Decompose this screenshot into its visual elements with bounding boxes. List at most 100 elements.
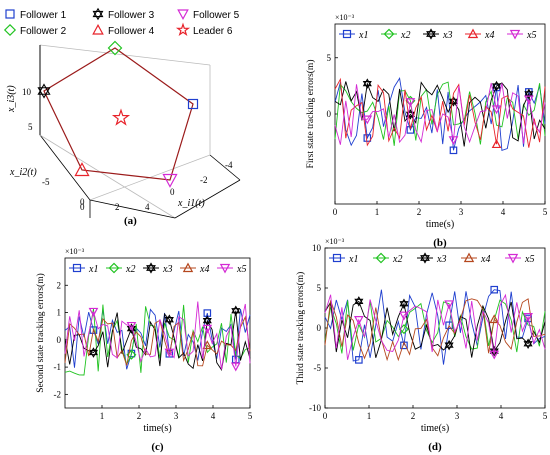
series-marker-x5: [164, 348, 175, 358]
legend-label: x1: [348, 254, 358, 265]
legend-label: x3: [436, 254, 446, 265]
x-tick-label: 3: [174, 411, 179, 421]
panel-a: Follower 1 Follower 3 Follower 5 Follower 2…: [3, 7, 241, 227]
axis-exponent: ×10⁻³: [325, 237, 345, 246]
series-marker-x4: [202, 340, 213, 350]
tick-a-b0: 0: [80, 202, 85, 212]
series-marker-x5: [230, 362, 241, 372]
tick-a-i1-neg4: -4: [225, 160, 233, 170]
legend-label: x4: [199, 264, 209, 275]
series-marker-x3: [523, 338, 533, 349]
panel-c: 1 2 3 4 5 2 1 0 -1 -2 ×10⁻³ time(s) Second state tra…: [35, 247, 253, 453]
legend-square-icon: [342, 29, 352, 39]
x-axis-label: time(s): [421, 423, 449, 434]
legend-a-entry: Leader 6: [175, 22, 233, 37]
series-marker-x4: [491, 139, 502, 149]
series-marker-x3: [399, 298, 409, 310]
panel-a-axes: [39, 44, 241, 219]
legend-tri-up-icon: [467, 28, 479, 39]
panel-b: 0 1 2 3 4 5 0 5 ×10⁻³ time(s) First state tracking…: [305, 13, 548, 249]
series-marker-x1: [89, 326, 98, 334]
follower3-marker: [37, 83, 51, 99]
legend-tri-up-icon: [182, 262, 194, 273]
legend-label: x1: [358, 30, 368, 41]
panel-tag: (c): [151, 441, 164, 453]
series-marker-x5: [444, 300, 454, 310]
ytick-a-10: 10: [22, 87, 32, 97]
series-marker-x5: [405, 98, 416, 108]
series-line-x4: [324, 298, 546, 362]
legend-a-label: Follower 2: [20, 26, 67, 37]
legend-tri-down-icon: [507, 253, 519, 264]
legend-a-diamond-icon: [3, 23, 17, 37]
legend-label: x2: [400, 30, 410, 41]
x-axis-label: time(s): [143, 423, 171, 434]
series-line-x3: [64, 310, 251, 371]
legend-a-entry: Follower 3: [92, 7, 155, 21]
legend-a-label: Leader 6: [193, 26, 233, 37]
series-marker-x5: [448, 136, 459, 146]
series-line-x5: [64, 301, 251, 370]
legend-a-square-icon: [5, 9, 15, 19]
y-tick-label: 1: [57, 308, 62, 318]
follower5-marker: [162, 173, 178, 188]
legend-label: x3: [442, 30, 452, 41]
legend-square-icon: [72, 263, 82, 273]
legend-diamond-icon: [375, 252, 387, 264]
legend: x1 x2 x3 x4 x5: [339, 28, 536, 41]
x-tick-label: 4: [211, 411, 216, 421]
series-marker-x5: [491, 105, 502, 115]
legend-a-tri-up-icon: [92, 23, 104, 35]
x-tick-label: 5: [248, 411, 253, 421]
series-marker-x5: [353, 316, 364, 325]
legend-a-star-icon: [175, 22, 191, 37]
y-tick-label: 10: [312, 243, 322, 253]
y-tick-label: 5: [327, 53, 332, 63]
follower4-marker: [74, 162, 90, 177]
legend-label: x3: [162, 264, 172, 275]
ylabel-a: x_i3(t): [6, 85, 17, 113]
x-tick-label: 5: [543, 207, 548, 217]
series-marker-x3: [362, 78, 372, 89]
x-tick-label: 4: [499, 411, 504, 421]
legend-tri-up-icon: [463, 252, 475, 263]
series-marker-x3: [231, 305, 241, 317]
panel-tag: (d): [428, 441, 442, 453]
legend-a-label: Follower 4: [108, 26, 155, 37]
legend-square-icon: [332, 253, 342, 263]
legend-a-tri-down-icon: [177, 9, 189, 21]
legend-a-entry: Follower 5: [177, 9, 240, 21]
follower1-marker: [187, 98, 199, 110]
y-tick-label: -10: [309, 403, 321, 413]
series-line-x4: [334, 77, 546, 148]
series-marker-x3: [491, 80, 502, 92]
series-line-x2: [64, 304, 251, 376]
tick-a-b4: 4: [145, 202, 150, 212]
series-marker-x1: [449, 146, 458, 155]
series-marker-x1: [355, 356, 363, 364]
legend-a-label: Follower 3: [108, 10, 155, 21]
legend-label: x5: [236, 264, 246, 275]
series-marker-x4: [489, 314, 500, 324]
y-axis-label: Second state tracking errors(m): [35, 273, 46, 393]
x-tick-label: 1: [100, 411, 105, 421]
panel-tag: (b): [433, 237, 447, 249]
series-marker-x5: [88, 307, 99, 317]
legend-a-label: Follower 1: [20, 10, 67, 21]
y-tick-label: -5: [314, 363, 322, 373]
formation-markers: [37, 40, 199, 188]
x-tick-label: 2: [137, 411, 142, 421]
legend-diamond-icon: [383, 28, 395, 40]
legend-a-entry: Follower 4: [92, 23, 155, 37]
legend: x1 x2 x3 x4 x5: [329, 252, 534, 265]
tick-a-i2-neg5: -5: [42, 177, 50, 187]
x-tick-label: 2: [417, 207, 422, 217]
legend-label: x5: [524, 254, 534, 265]
tick-a-b2: 2: [115, 202, 120, 212]
y-axis-label: Third state tracking errors(m): [295, 272, 306, 385]
y-tick-label: 0: [57, 335, 62, 345]
x-tick-label: 5: [543, 411, 548, 421]
y-tick-label: -2: [54, 389, 62, 399]
legend-label: x2: [125, 264, 135, 275]
x-tick-label: 4: [501, 207, 506, 217]
